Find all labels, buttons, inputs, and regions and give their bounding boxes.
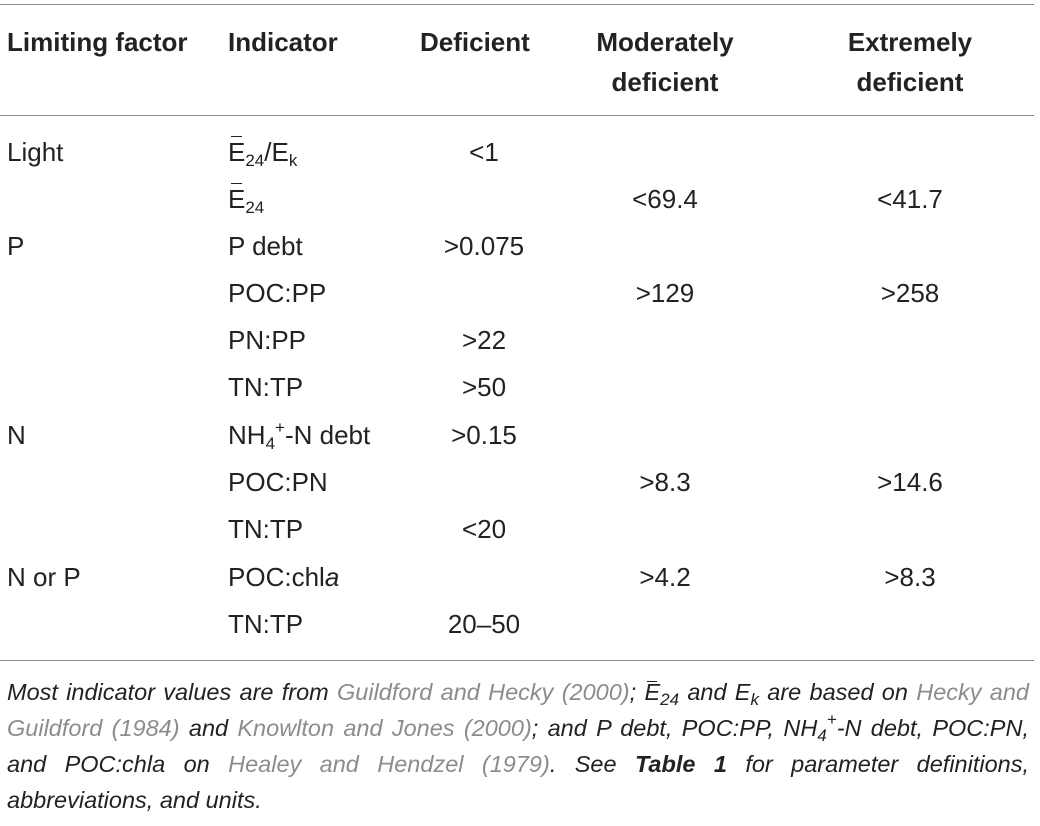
table-bottom-rule bbox=[0, 660, 1034, 661]
table-row: TN:TP 20–50 bbox=[0, 601, 1034, 648]
cell-limiting-factor: Light bbox=[7, 137, 64, 167]
table-row: E24 <69.4 <41.7 bbox=[0, 176, 1034, 223]
table-row: N NH4+-N debt >0.15 bbox=[0, 412, 1034, 459]
table-row: TN:TP >50 bbox=[0, 364, 1034, 411]
cell-moderately-deficient: >4.2 bbox=[639, 562, 691, 592]
cell-indicator: POC:PN bbox=[228, 467, 328, 497]
cell-indicator: TN:TP bbox=[228, 372, 304, 402]
cell-limiting-factor: N bbox=[7, 420, 26, 450]
cell-moderately-deficient: >8.3 bbox=[639, 467, 691, 497]
cell-indicator: TN:TP bbox=[228, 609, 304, 639]
citation-link[interactable]: Guildford and Hecky (2000) bbox=[337, 679, 630, 705]
header-moderately-line2: deficient bbox=[611, 67, 719, 97]
cell-moderately-deficient: <69.4 bbox=[632, 184, 698, 214]
e-bar-symbol: E bbox=[644, 674, 660, 710]
table-footnote: Most indicator values are from Guildford… bbox=[7, 674, 1029, 818]
table-row: TN:TP <20 bbox=[0, 506, 1034, 553]
header-limiting-factor: Limiting factor bbox=[7, 27, 188, 57]
cell-limiting-factor: P bbox=[7, 231, 25, 261]
table-row: POC:PN >8.3 >14.6 bbox=[0, 459, 1034, 506]
cell-deficient: >0.075 bbox=[443, 231, 525, 261]
cell-extremely-deficient: >8.3 bbox=[884, 562, 936, 592]
cell-indicator: E24 bbox=[228, 176, 264, 223]
cell-deficient: >50 bbox=[461, 372, 507, 402]
cell-limiting-factor: N or P bbox=[7, 562, 81, 592]
header-moderately-deficient: Moderately deficient bbox=[555, 22, 775, 102]
cell-indicator: PN:PP bbox=[228, 325, 307, 355]
table-top-rule bbox=[0, 4, 1034, 5]
citation-link[interactable]: Hecky and Guildford (1984) bbox=[7, 679, 1029, 741]
cell-extremely-deficient: <41.7 bbox=[877, 184, 943, 214]
cell-indicator: POC:PP bbox=[228, 278, 327, 308]
cell-deficient: >22 bbox=[461, 325, 507, 355]
cell-indicator: TN:TP bbox=[228, 514, 304, 544]
header-moderately-line1: Moderately bbox=[596, 27, 734, 57]
cell-deficient: <20 bbox=[461, 514, 507, 544]
cell-extremely-deficient: >258 bbox=[880, 278, 940, 308]
e-bar-symbol: E bbox=[228, 176, 245, 223]
cell-deficient: 20–50 bbox=[447, 609, 521, 639]
cell-indicator: NH4+-N debt bbox=[228, 418, 371, 453]
cell-moderately-deficient: >129 bbox=[635, 278, 695, 308]
cell-extremely-deficient: >14.6 bbox=[877, 467, 943, 497]
cell-deficient: >0.15 bbox=[451, 420, 517, 450]
cell-indicator: POC:chla bbox=[228, 562, 340, 592]
table-row: Light E24/Ek <1 bbox=[0, 129, 1034, 176]
header-extremely-line2: deficient bbox=[856, 67, 964, 97]
table-row: PN:PP >22 bbox=[0, 317, 1034, 364]
cell-deficient: <1 bbox=[469, 137, 499, 167]
cell-indicator: P debt bbox=[228, 231, 303, 261]
citation-link[interactable]: Knowlton and Jones (2000) bbox=[237, 715, 532, 741]
table-row: P P debt >0.075 bbox=[0, 223, 1034, 270]
cell-indicator: E24/Ek bbox=[228, 129, 297, 176]
e-bar-symbol: E bbox=[228, 129, 245, 176]
table-row: POC:PP >129 >258 bbox=[0, 270, 1034, 317]
header-extremely-line1: Extremely bbox=[847, 27, 973, 57]
table-row: N or P POC:chla >4.2 >8.3 bbox=[0, 554, 1034, 601]
table-header-rule bbox=[0, 115, 1034, 116]
header-deficient: Deficient bbox=[420, 27, 530, 57]
citation-link[interactable]: Healey and Hendzel (1979) bbox=[228, 751, 550, 777]
header-indicator: Indicator bbox=[228, 27, 338, 57]
header-extremely-deficient: Extremely deficient bbox=[800, 22, 1020, 102]
table-reference-link[interactable]: Table 1 bbox=[634, 751, 727, 777]
